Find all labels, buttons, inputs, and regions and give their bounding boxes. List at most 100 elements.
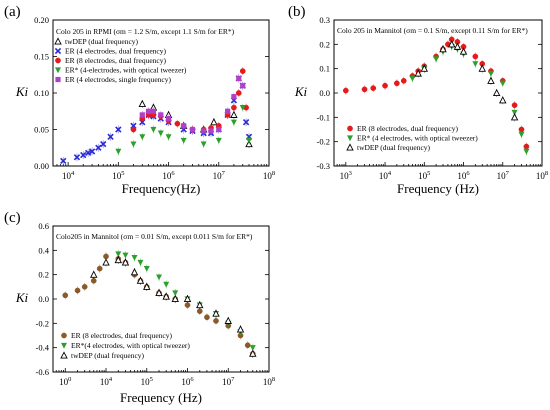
panel-a-marks bbox=[60, 67, 253, 165]
legend-marker bbox=[54, 37, 62, 45]
data-point bbox=[102, 258, 110, 266]
data-point bbox=[73, 154, 81, 161]
panel-b-y-label: Ki bbox=[294, 84, 308, 99]
y-tick-label: 0.10 bbox=[34, 88, 49, 98]
data-point bbox=[499, 96, 507, 104]
data-point bbox=[213, 318, 219, 324]
data-point bbox=[183, 294, 192, 303]
data-point bbox=[204, 314, 210, 321]
data-point bbox=[80, 151, 87, 159]
panel-c-title: Colo205 in Mannitol (σm = 0.01 S/m, exce… bbox=[56, 232, 253, 241]
legend-entry: twDEP (dual frequency) bbox=[357, 143, 431, 152]
x-tick-label: 104 bbox=[379, 170, 392, 181]
data-point bbox=[246, 137, 253, 144]
data-point bbox=[472, 61, 479, 67]
data-point bbox=[459, 47, 468, 55]
panel-c-y-ticks: -0.6 -0.4 -0.2 0.0 0.2 0.4 0.6 bbox=[36, 221, 269, 377]
data-point bbox=[130, 141, 137, 148]
legend-marker bbox=[346, 143, 354, 151]
legend-marker bbox=[61, 332, 67, 339]
panel-b-label: (b) bbox=[288, 4, 306, 20]
x-tick-label: 107 bbox=[213, 170, 226, 181]
data-point bbox=[235, 90, 242, 96]
data-point bbox=[487, 76, 495, 84]
x-tick-label: 105 bbox=[141, 376, 153, 387]
x-tick-label: 106 bbox=[181, 376, 194, 387]
x-tick-label: 106 bbox=[457, 170, 470, 181]
panel-a-title: Colo 205 in RPMI (σm = 1.2 S/m, except 1… bbox=[56, 27, 235, 36]
legend-marker bbox=[55, 76, 61, 83]
data-point bbox=[181, 123, 187, 129]
data-point bbox=[400, 77, 407, 84]
data-point bbox=[231, 94, 237, 100]
data-point bbox=[103, 253, 109, 260]
panel-a-legend: twDEP (dual frequency)ER (4 electrodes, … bbox=[54, 37, 187, 84]
data-point bbox=[453, 42, 462, 50]
panel-c-legend: ER (8 electrodes, dual frequency)ER*(4 e… bbox=[60, 331, 190, 360]
data-point bbox=[414, 69, 422, 77]
data-point bbox=[239, 68, 246, 74]
data-point bbox=[196, 308, 203, 315]
data-point bbox=[156, 274, 163, 281]
panel-c-y-label: Ki bbox=[15, 290, 29, 305]
panel-b-legend: ER (8 electrodes, dual frequency)ER* (4 … bbox=[346, 124, 478, 152]
data-point bbox=[208, 128, 214, 134]
x-tick-label: 104 bbox=[62, 170, 75, 181]
data-point bbox=[518, 131, 525, 138]
data-point bbox=[137, 259, 144, 266]
data-point bbox=[157, 130, 164, 137]
data-point bbox=[90, 270, 98, 278]
legend-entry: ER (4 electrodes, dual frequency) bbox=[65, 47, 166, 56]
x-tick-label: 105 bbox=[418, 170, 430, 181]
data-point bbox=[172, 290, 179, 297]
data-point bbox=[196, 300, 204, 309]
panel-a-x-label: Frequency(Hz) bbox=[122, 181, 201, 196]
data-point bbox=[361, 86, 368, 93]
data-point bbox=[487, 70, 494, 77]
x-tick-label: 105 bbox=[112, 170, 124, 181]
data-point bbox=[90, 277, 97, 284]
data-point bbox=[155, 288, 163, 296]
data-point bbox=[511, 109, 518, 116]
data-point bbox=[511, 102, 518, 109]
data-point bbox=[225, 108, 231, 114]
data-point bbox=[216, 126, 222, 133]
legend-entry: ER* (4-electrodes, with optical tweezer) bbox=[65, 66, 187, 75]
series-3 bbox=[90, 255, 257, 358]
data-point bbox=[150, 126, 157, 133]
data-point bbox=[224, 316, 232, 324]
data-point bbox=[158, 112, 164, 118]
panel-c-label: (c) bbox=[4, 210, 21, 226]
y-tick-label: 0.00 bbox=[34, 161, 49, 171]
y-tick-label: 0.05 bbox=[34, 125, 49, 135]
data-point bbox=[162, 292, 170, 300]
data-point bbox=[240, 83, 246, 89]
legend-entry: ER (8 electrodes, dual frequency) bbox=[357, 124, 458, 133]
data-point bbox=[236, 325, 245, 333]
panel-b-title: Colo 205 in Mannitol (σm = 0.1 S/m, exce… bbox=[337, 26, 528, 35]
data-point bbox=[165, 115, 172, 122]
data-point bbox=[382, 82, 388, 89]
data-point bbox=[409, 75, 416, 82]
y-tick-label: 0.3 bbox=[319, 15, 330, 25]
y-tick-label: -0.6 bbox=[36, 367, 49, 377]
series-4 bbox=[115, 103, 253, 156]
y-tick-label: -0.2 bbox=[317, 137, 330, 147]
legend-entry: ER* (4 electrodes, with optical tweezer) bbox=[357, 134, 478, 143]
y-tick-label: 0.20 bbox=[34, 15, 49, 25]
data-point bbox=[447, 40, 456, 48]
legend-marker bbox=[55, 67, 61, 74]
x-tick-label: 108 bbox=[263, 170, 275, 181]
data-point bbox=[180, 137, 187, 144]
series-3 bbox=[414, 40, 519, 122]
panel-a-y-ticks: 0.00 0.05 0.10 0.15 0.20 bbox=[34, 15, 269, 171]
y-tick-label: -0.2 bbox=[36, 318, 49, 328]
data-point bbox=[201, 128, 207, 134]
series-5 bbox=[139, 74, 246, 135]
data-point bbox=[239, 105, 246, 111]
legend-marker bbox=[61, 342, 67, 349]
data-point bbox=[174, 120, 181, 127]
y-tick-label: -0.4 bbox=[36, 343, 50, 353]
data-point bbox=[130, 126, 137, 133]
data-point bbox=[492, 88, 501, 97]
